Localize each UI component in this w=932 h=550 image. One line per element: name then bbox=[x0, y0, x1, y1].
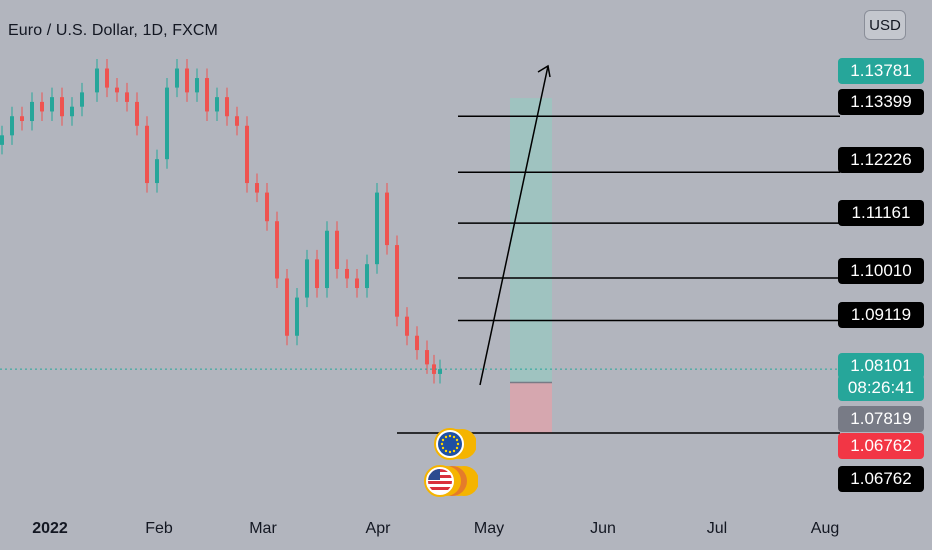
time-label: Feb bbox=[145, 520, 173, 537]
candle-body bbox=[95, 68, 99, 93]
candle-body bbox=[145, 125, 149, 184]
candle-body bbox=[245, 125, 249, 184]
candle-body bbox=[355, 278, 359, 289]
time-axis[interactable] bbox=[0, 510, 932, 550]
candle-body bbox=[305, 259, 309, 298]
candle-body bbox=[235, 116, 239, 126]
chart-pane[interactable]: Euro / U.S. Dollar, 1D, FXCM bbox=[0, 0, 840, 510]
candle-body bbox=[285, 278, 289, 336]
price-label: 1.11161 bbox=[838, 200, 924, 226]
candle-body bbox=[60, 97, 64, 117]
candle-body bbox=[105, 68, 109, 88]
candle-body bbox=[365, 264, 369, 289]
candle-body bbox=[215, 97, 219, 112]
price-label: 08:26:41 bbox=[838, 375, 924, 401]
time-label: Jun bbox=[590, 520, 616, 537]
price-label: 1.12226 bbox=[838, 147, 924, 173]
candle-body bbox=[315, 259, 319, 289]
candle-body bbox=[295, 297, 299, 336]
candle-body bbox=[325, 230, 329, 289]
us-flag-icon[interactable] bbox=[422, 462, 478, 500]
eu-flag-icon[interactable] bbox=[432, 425, 476, 463]
loss-zone bbox=[510, 382, 552, 433]
price-label: 1.13399 bbox=[838, 89, 924, 115]
currency-button[interactable]: USD bbox=[864, 10, 906, 40]
price-label: 1.06762 bbox=[838, 466, 924, 492]
candle-body bbox=[438, 369, 442, 374]
candle-body bbox=[205, 78, 209, 112]
candle-body bbox=[165, 87, 169, 160]
candle-body bbox=[275, 221, 279, 279]
profit-zone bbox=[510, 98, 552, 383]
price-label: 1.08101 bbox=[838, 353, 924, 379]
time-label: Mar bbox=[249, 520, 277, 537]
candle-body bbox=[385, 192, 389, 246]
symbol-title[interactable]: Euro / U.S. Dollar, 1D, FXCM bbox=[8, 22, 218, 39]
candle-body bbox=[40, 101, 44, 112]
candle-body bbox=[30, 101, 34, 122]
candle-body bbox=[125, 92, 129, 102]
candle-body bbox=[255, 183, 259, 193]
candle-body bbox=[135, 101, 139, 126]
price-label: 1.10010 bbox=[838, 258, 924, 284]
candle-body bbox=[185, 68, 189, 93]
candle-body bbox=[70, 106, 74, 117]
price-label: 1.06762 bbox=[838, 433, 924, 459]
time-label: 2022 bbox=[32, 520, 68, 537]
candle-body bbox=[80, 92, 84, 107]
candle-body bbox=[395, 245, 399, 317]
candle-body bbox=[195, 78, 199, 93]
candle-body bbox=[345, 268, 349, 279]
candle-body bbox=[0, 135, 4, 145]
price-label: 1.13781 bbox=[838, 58, 924, 84]
candle-body bbox=[20, 116, 24, 122]
price-label: 1.07819 bbox=[838, 406, 924, 432]
candle-body bbox=[415, 335, 419, 351]
candle-body bbox=[405, 316, 409, 336]
candle-body bbox=[335, 230, 339, 269]
price-chart[interactable] bbox=[0, 0, 840, 510]
candle-body bbox=[175, 68, 179, 88]
candle-body bbox=[425, 350, 429, 365]
candle-body bbox=[115, 87, 119, 93]
candle-body bbox=[50, 97, 54, 112]
candle-body bbox=[155, 159, 159, 184]
time-label: Apr bbox=[365, 520, 391, 537]
projection-arrow-head bbox=[537, 64, 551, 78]
candle-body bbox=[10, 116, 14, 136]
time-label: Aug bbox=[810, 520, 840, 537]
price-label: 1.09119 bbox=[838, 302, 924, 328]
candle-body bbox=[265, 192, 269, 222]
candle-body bbox=[432, 364, 436, 374]
time-label: Jul bbox=[706, 520, 728, 537]
time-label: May bbox=[473, 520, 505, 537]
candle-body bbox=[375, 192, 379, 265]
projection-arrow-line bbox=[479, 65, 549, 386]
candle-body bbox=[225, 97, 229, 117]
